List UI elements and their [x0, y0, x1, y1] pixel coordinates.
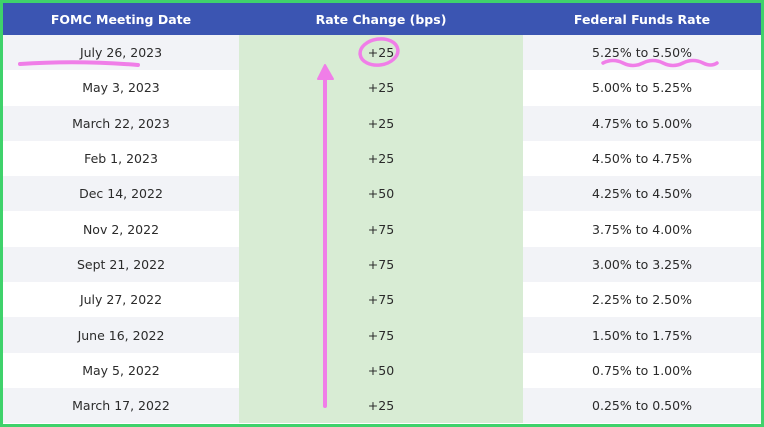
- meeting-date-cell: March 17, 2022: [3, 387, 239, 424]
- funds-rate-cell: 2.25% to 2.50%: [523, 282, 761, 318]
- rate-change-cell: +25: [239, 140, 523, 177]
- funds-rate-cell: 3.75% to 4.00%: [523, 211, 761, 247]
- rate-change-cell: +50: [239, 352, 523, 388]
- table-row: March 22, 2023 +25 4.75% to 5.00%: [3, 105, 761, 141]
- funds-rate-cell: 1.50% to 1.75%: [523, 317, 761, 353]
- header-meeting-date: FOMC Meeting Date: [3, 3, 239, 35]
- table-row: Feb 1, 2023 +25 4.50% to 4.75%: [3, 140, 761, 177]
- rate-change-cell: +75: [239, 317, 523, 353]
- funds-rate-cell: 0.75% to 1.00%: [523, 352, 761, 388]
- table-row: Sept 21, 2022 +75 3.00% to 3.25%: [3, 246, 761, 283]
- rate-change-cell: +75: [239, 246, 523, 283]
- table-row: July 27, 2022 +75 2.25% to 2.50%: [3, 282, 761, 318]
- meeting-date-cell: May 5, 2022: [3, 352, 239, 388]
- rate-change-cell: +25: [239, 70, 523, 106]
- meeting-date-cell: Feb 1, 2023: [3, 140, 239, 177]
- rate-change-cell: +25: [239, 387, 523, 424]
- table-row: May 3, 2023 +25 5.00% to 5.25%: [3, 70, 761, 106]
- rate-change-cell: +50: [239, 176, 523, 212]
- meeting-date-cell: Dec 14, 2022: [3, 176, 239, 212]
- meeting-date-cell: Nov 2, 2022: [3, 211, 239, 247]
- funds-rate-cell: 5.25% to 5.50%: [523, 35, 761, 71]
- table-header-row: FOMC Meeting Date Rate Change (bps) Fede…: [3, 3, 761, 35]
- funds-rate-cell: 5.00% to 5.25%: [523, 70, 761, 106]
- table-row: July 26, 2023 +25 5.25% to 5.50%: [3, 35, 761, 71]
- fomc-rates-table: FOMC Meeting Date Rate Change (bps) Fede…: [3, 3, 761, 424]
- meeting-date-cell: May 3, 2023: [3, 70, 239, 106]
- rate-change-cell: +25: [239, 105, 523, 141]
- table-row: Dec 14, 2022 +50 4.25% to 4.50%: [3, 176, 761, 212]
- funds-rate-cell: 4.25% to 4.50%: [523, 176, 761, 212]
- table-row: June 16, 2022 +75 1.50% to 1.75%: [3, 317, 761, 353]
- funds-rate-cell: 3.00% to 3.25%: [523, 246, 761, 283]
- table-row: March 17, 2022 +25 0.25% to 0.50%: [3, 387, 761, 424]
- meeting-date-cell: Sept 21, 2022: [3, 246, 239, 283]
- rate-change-cell: +25: [239, 35, 523, 71]
- meeting-date-cell: July 26, 2023: [3, 35, 239, 71]
- meeting-date-cell: July 27, 2022: [3, 282, 239, 318]
- meeting-date-cell: March 22, 2023: [3, 105, 239, 141]
- funds-rate-cell: 0.25% to 0.50%: [523, 387, 761, 424]
- funds-rate-cell: 4.75% to 5.00%: [523, 105, 761, 141]
- header-rate-change: Rate Change (bps): [239, 3, 523, 35]
- funds-rate-cell: 4.50% to 4.75%: [523, 140, 761, 177]
- meeting-date-cell: June 16, 2022: [3, 317, 239, 353]
- rate-change-cell: +75: [239, 211, 523, 247]
- table-row: Nov 2, 2022 +75 3.75% to 4.00%: [3, 211, 761, 247]
- header-funds-rate: Federal Funds Rate: [523, 3, 761, 35]
- table-row: May 5, 2022 +50 0.75% to 1.00%: [3, 352, 761, 388]
- rate-change-cell: +75: [239, 282, 523, 318]
